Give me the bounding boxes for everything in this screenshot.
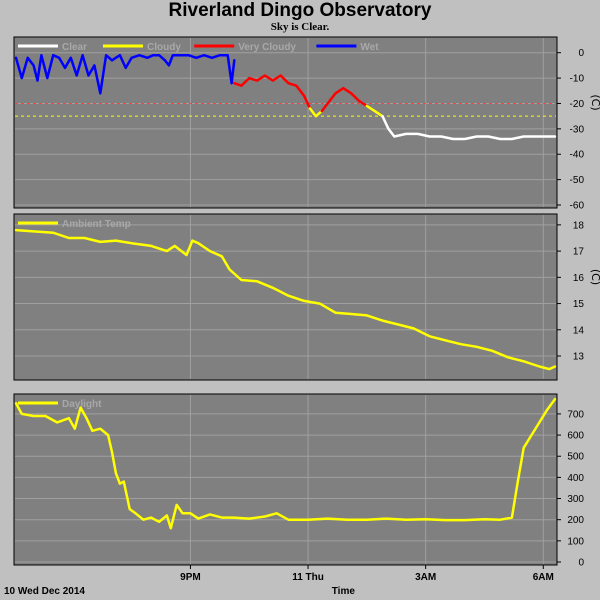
y-tick-label: 300	[567, 494, 584, 505]
y-tick-label: 0	[578, 48, 584, 59]
daylight-chart: 700 600 500 400 300 200 100 0 Daylight	[13, 393, 584, 569]
legend-label: Cloudy	[147, 42, 181, 53]
legend-label: Clear	[62, 42, 87, 53]
y-tick-label: -30	[570, 124, 585, 135]
y-tick-label: 14	[573, 325, 585, 336]
y-tick-label: -40	[570, 150, 585, 161]
daylight-line	[14, 397, 557, 530]
y-tick-label: 18	[573, 220, 585, 231]
y-tick-label: -20	[570, 99, 585, 110]
y-unit-label: (C)	[589, 269, 600, 285]
sky-temp-line-clear	[381, 114, 557, 141]
x-axis-title: Time	[332, 586, 356, 597]
y-unit-label: (C)	[589, 94, 600, 110]
legend-item-ambient-temp: Ambient Temp	[18, 219, 131, 230]
y-tick-label: 200	[567, 515, 584, 526]
legend-label: Daylight	[62, 399, 102, 410]
x-tick-label: 6AM	[533, 572, 554, 583]
legend-item-cloudy: Cloudy	[103, 42, 181, 53]
plot-area	[13, 213, 558, 381]
x-start-date-label: 10 Wed Dec 2014	[4, 586, 85, 597]
sky-status: Sky is Clear.	[270, 21, 330, 33]
time-axis: 9PM 11 Thu 3AM 6AM 10 Wed Dec 2014 Time	[4, 565, 554, 597]
ambient-temperature-chart: 18 17 16 15 14 13 (C) Ambient Temp	[13, 213, 600, 381]
y-tick-label: 15	[573, 299, 585, 310]
y-tick-label: -60	[570, 201, 585, 212]
sky-temp-line-very-cloudy	[233, 74, 312, 110]
y-tick-label: 17	[573, 247, 585, 258]
y-tick-label: 600	[567, 431, 584, 442]
y-tick-label: 500	[567, 452, 584, 463]
legend-item-very-cloudy: Very Cloudy	[194, 42, 296, 53]
legend-label: Very Cloudy	[238, 42, 296, 53]
page-title: Riverland Dingo Observatory	[168, 0, 432, 21]
x-tick-label: 11 Thu	[292, 572, 324, 583]
plot-area	[13, 36, 558, 209]
ambient-temp-line	[14, 228, 557, 371]
legend-label: Wet	[360, 42, 379, 53]
y-tick-label: 400	[567, 473, 584, 484]
legend-item-clear: Clear	[18, 42, 87, 53]
sky-temp-line-wet	[14, 53, 236, 95]
y-tick-label: 0	[578, 558, 584, 569]
legend-item-wet: Wet	[316, 42, 379, 53]
y-tick-label: -10	[570, 74, 585, 85]
legend-label: Ambient Temp	[62, 219, 131, 230]
legend-item-daylight: Daylight	[18, 399, 102, 410]
sky-temp-line-cloudy	[308, 107, 324, 118]
y-tick-label: 13	[573, 352, 585, 363]
x-tick-label: 3AM	[415, 572, 436, 583]
y-tick-label: 100	[567, 536, 584, 547]
y-tick-label: 700	[567, 409, 584, 420]
y-tick-label: 16	[573, 273, 585, 284]
sky-temperature-chart: 0 -10 -20 -30 -40 -50 -60 (C) Clear Cloudy Very Cl…	[13, 36, 600, 212]
x-tick-label: 9PM	[180, 572, 201, 583]
sky-temp-line-very-cloudy	[320, 86, 369, 113]
plot-area	[13, 393, 558, 566]
y-tick-label: -50	[570, 175, 585, 186]
sky-temp-line-cloudy	[365, 104, 384, 118]
